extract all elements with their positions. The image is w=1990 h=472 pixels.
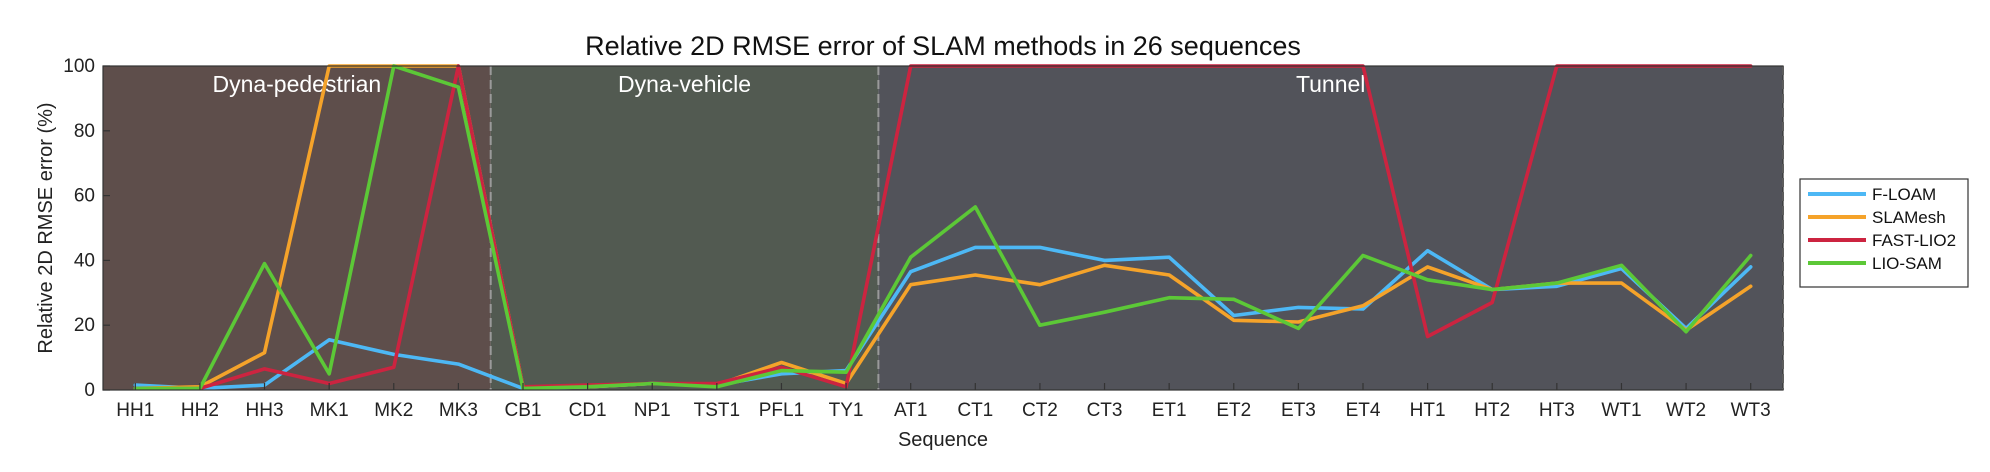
- region-backgrounds: [103, 66, 1783, 390]
- x-tick-label: ET4: [1346, 400, 1381, 421]
- legend: F-LOAM SLAMesh FAST-LIO2 LIO-SAM: [1799, 178, 1969, 288]
- x-tick-label: MK3: [439, 400, 478, 421]
- legend-label: FAST-LIO2: [1872, 231, 1956, 250]
- y-tick-label: 20: [74, 315, 95, 336]
- x-tick-label: WT1: [1601, 400, 1641, 421]
- y-axis-label: Relative 2D RMSE error (%): [35, 102, 57, 353]
- y-tick-label: 80: [74, 121, 95, 142]
- y-tick-label: 100: [63, 56, 95, 77]
- region-bg-dyna-pedestrian: [103, 66, 491, 390]
- legend-box: [1799, 178, 1969, 288]
- x-tick-label: AT1: [894, 400, 927, 421]
- x-tick-label: CD1: [569, 400, 607, 421]
- series-line-lio-sam: [133, 64, 1753, 391]
- x-tick-label: TST1: [694, 400, 740, 421]
- region-label: Dyna-vehicle: [618, 71, 751, 97]
- region-label: Tunnel: [1296, 71, 1365, 97]
- x-tick-label: HT3: [1539, 400, 1575, 421]
- x-tick-label: MK2: [374, 400, 413, 421]
- y-axis-ticks: 0 20 40 60 80 100: [63, 56, 110, 401]
- region-label: Dyna-pedestrian: [212, 71, 381, 97]
- region-labels: Dyna-pedestrian Dyna-vehicle Tunnel: [212, 71, 1365, 97]
- x-tick-label: WT2: [1666, 400, 1706, 421]
- x-tick-label: TY1: [829, 400, 864, 421]
- x-tick-label: NP1: [634, 400, 671, 421]
- y-tick-label: 40: [74, 250, 95, 271]
- x-tick-label: WT3: [1731, 400, 1771, 421]
- y-tick-label: 60: [74, 186, 95, 207]
- region-bg-dyna-vehicle: [490, 66, 879, 390]
- x-tick-label: ET3: [1281, 400, 1316, 421]
- chart-title: Relative 2D RMSE error of SLAM methods i…: [585, 31, 1301, 61]
- x-tick-label: CB1: [505, 400, 542, 421]
- x-tick-label: PFL1: [759, 400, 804, 421]
- x-tick-label: CT1: [957, 400, 993, 421]
- x-tick-label: HH3: [246, 400, 284, 421]
- x-axis-ticks: HH1 HH2 HH3 MK1 MK2 MK3 CB1 CD1 NP1 TST1 PFL1 TY1 AT…: [116, 383, 1771, 421]
- legend-label: F-LOAM: [1872, 185, 1936, 204]
- y-tick-label: 0: [84, 380, 95, 401]
- x-tick-label: HT1: [1410, 400, 1446, 421]
- legend-label: SLAMesh: [1872, 208, 1946, 227]
- x-axis-label: Sequence: [898, 429, 988, 451]
- x-tick-label: HH2: [181, 400, 219, 421]
- series-line-f-loam: [133, 245, 1753, 391]
- x-tick-label: HT2: [1474, 400, 1510, 421]
- region-bg-tunnel: [878, 66, 1783, 390]
- x-tick-label: ET1: [1152, 400, 1187, 421]
- plot-frame: [102, 65, 1784, 391]
- x-tick-label: MK1: [310, 400, 349, 421]
- x-tick-label: HH1: [116, 400, 154, 421]
- legend-label: LIO-SAM: [1872, 254, 1942, 273]
- x-tick-label: CT3: [1087, 400, 1123, 421]
- x-tick-label: ET2: [1216, 400, 1251, 421]
- x-tick-label: CT2: [1022, 400, 1058, 421]
